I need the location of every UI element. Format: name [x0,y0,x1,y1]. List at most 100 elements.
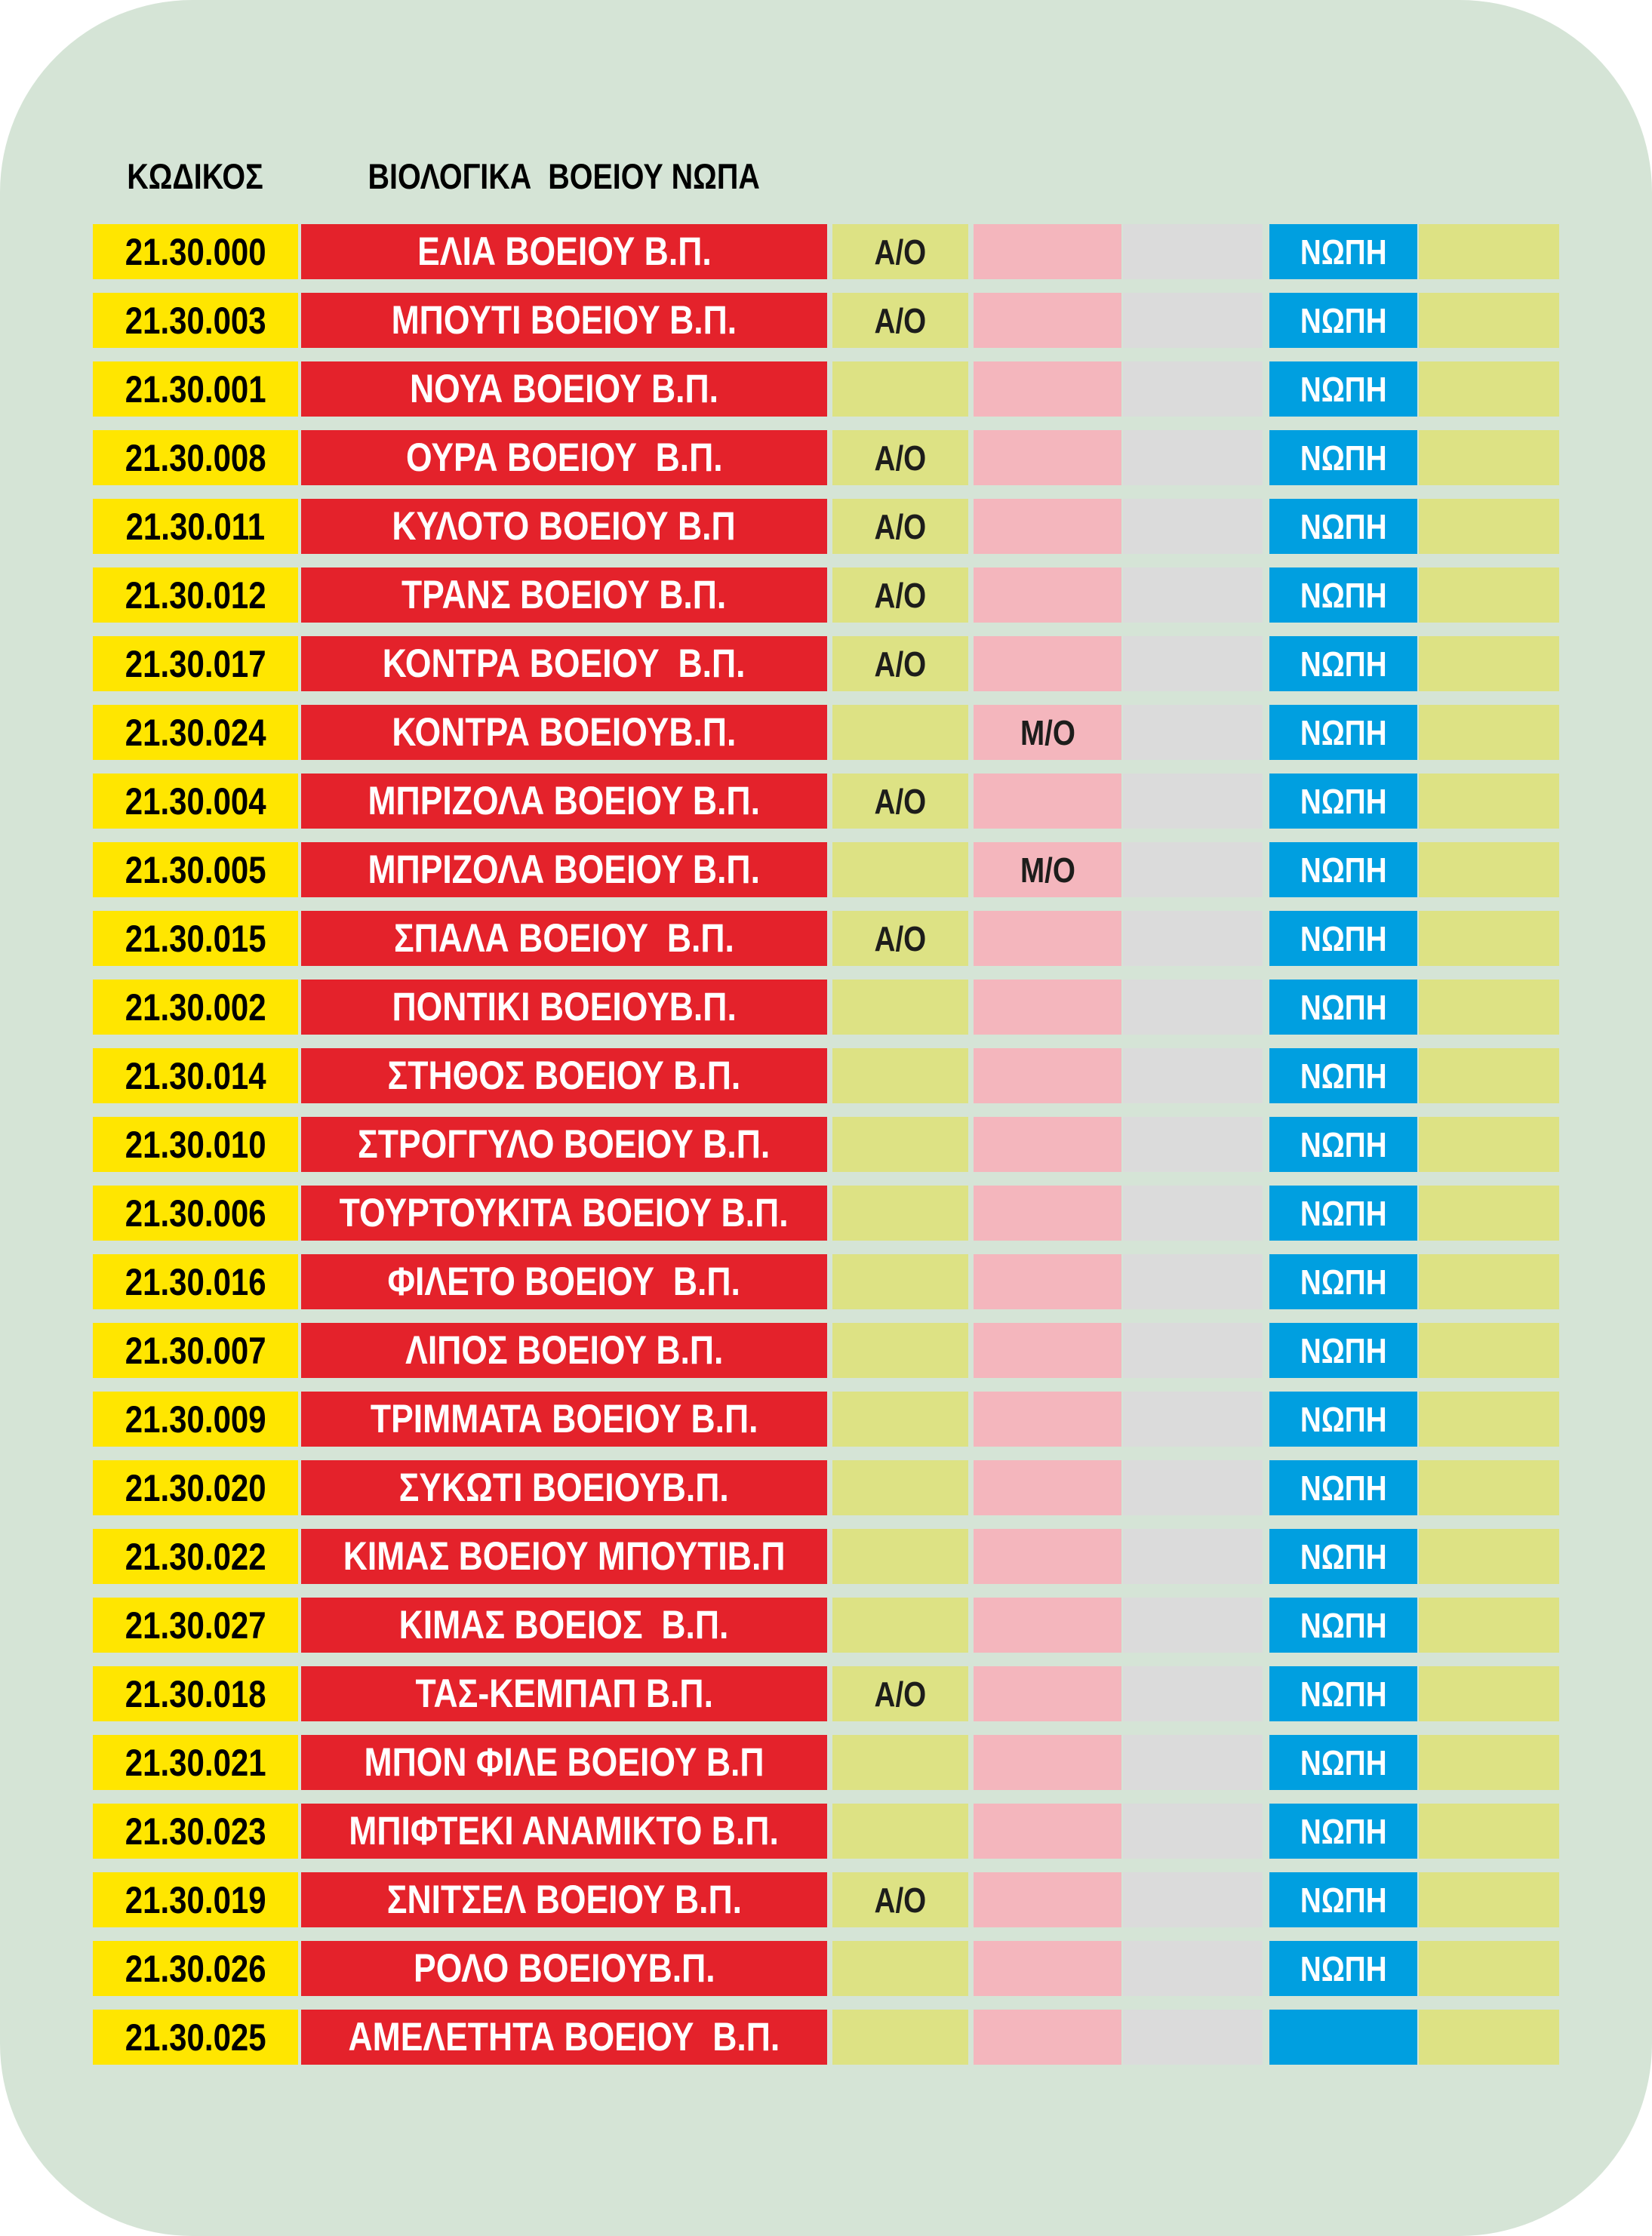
mo-marker-cell [974,499,1121,554]
fresh-status-cell: ΝΩΠΗ [1269,224,1417,279]
product-code: 21.30.000 [125,230,266,273]
fresh-status-cell: ΝΩΠΗ [1269,636,1417,691]
fresh-status-label: ΝΩΠΗ [1300,300,1387,340]
product-code: 21.30.023 [125,1810,266,1853]
empty-tail-cell [1419,1186,1559,1241]
product-name: ΦΙΛΕΤΟ ΒΟΕΙΟΥ Β.Π. [387,1259,741,1304]
table-row: 21.30.027 ΚΙΜΑΣ ΒΟΕΙΟΣ Β.Π. ΝΩΠΗ [0,1598,1652,1653]
ao-marker-cell [832,1804,968,1859]
empty-tail-cell [1419,774,1559,829]
product-name: ΟΥΡΑ ΒΟΕΙΟΥ Β.Π. [405,435,723,480]
fresh-status-cell: ΝΩΠΗ [1269,1804,1417,1859]
ao-marker: Α/Ο [874,506,927,546]
fresh-status-label: ΝΩΠΗ [1300,1674,1387,1714]
mo-marker-cell [974,911,1121,966]
fresh-status-label: ΝΩΠΗ [1300,850,1387,890]
empty-tail-cell [1419,430,1559,485]
fresh-status-label: ΝΩΠΗ [1300,1262,1387,1302]
product-code: 21.30.001 [125,368,266,411]
product-code-cell: 21.30.023 [93,1804,298,1859]
empty-tail-cell [1419,224,1559,279]
product-name-cell: ΠΟΝΤΙΚΙ ΒΟΕΙΟΥΒ.Π. [301,980,827,1035]
mo-marker-cell [974,430,1121,485]
mo-marker-cell [974,1598,1121,1653]
mo-marker-cell [974,224,1121,279]
product-code-cell: 21.30.022 [93,1529,298,1584]
product-code-cell: 21.30.009 [93,1392,298,1447]
ao-marker-cell [832,1323,968,1378]
fresh-status-cell: ΝΩΠΗ [1269,1941,1417,1996]
product-code-cell: 21.30.014 [93,1048,298,1103]
product-code: 21.30.022 [125,1535,266,1578]
product-code: 21.30.006 [125,1192,266,1235]
product-name: ΚΟΝΤΡΑ ΒΟΕΙΟΥΒ.Π. [392,710,737,755]
product-name-cell: ΜΠΙΦΤΕΚΙ ΑΝΑΜΙΚΤΟ Β.Π. [301,1804,827,1859]
empty-gray-cell [1123,636,1263,691]
fresh-status-label: ΝΩΠΗ [1300,1193,1387,1233]
product-name-cell: ΕΛΙΑ ΒΟΕΙΟΥ Β.Π. [301,224,827,279]
product-name: ΣΝΙΤΣΕΛ ΒΟΕΙΟΥ Β.Π. [386,1878,742,1922]
fresh-status-label: ΝΩΠΗ [1300,438,1387,478]
ao-marker-cell [832,1392,968,1447]
fresh-status-cell: ΝΩΠΗ [1269,842,1417,897]
empty-gray-cell [1123,293,1263,348]
fresh-status-cell: ΝΩΠΗ [1269,774,1417,829]
product-name-cell: ΟΥΡΑ ΒΟΕΙΟΥ Β.Π. [301,430,827,485]
ao-marker-cell [832,1117,968,1172]
fresh-status-cell: ΝΩΠΗ [1269,1529,1417,1584]
product-code-cell: 21.30.019 [93,1872,298,1927]
product-name: ΚΥΛΟΤΟ ΒΟΕΙΟΥ Β.Π [392,504,737,549]
product-code-cell: 21.30.011 [93,499,298,554]
empty-tail-cell [1419,636,1559,691]
product-code-cell: 21.30.010 [93,1117,298,1172]
mo-marker-cell [974,1735,1121,1790]
fresh-status-label: ΝΩΠΗ [1300,369,1387,409]
ao-marker: Α/Ο [874,232,927,272]
empty-gray-cell [1123,499,1263,554]
product-name-cell: ΣΥΚΩΤΙ ΒΟΕΙΟΥΒ.Π. [301,1460,827,1515]
mo-marker-cell [974,361,1121,417]
mo-marker-cell [974,1529,1121,1584]
product-code: 21.30.017 [125,642,266,685]
ao-marker-cell [832,1735,968,1790]
empty-gray-cell [1123,2010,1263,2065]
empty-gray-cell [1123,361,1263,417]
mo-marker-cell [974,774,1121,829]
product-name-cell: ΚΟΝΤΡΑ ΒΟΕΙΟΥ Β.Π. [301,636,827,691]
mo-marker-cell [974,567,1121,623]
code-column-header-label: ΚΩΔΙΚΟΣ [127,155,264,196]
fresh-status-cell: ΝΩΠΗ [1269,1323,1417,1378]
fresh-status-label: ΝΩΠΗ [1300,1124,1387,1164]
product-name-cell: ΜΠΟΝ ΦΙΛΕ ΒΟΕΙΟΥ Β.Π [301,1735,827,1790]
mo-marker-cell: Μ/Ο [974,705,1121,760]
ao-marker: Α/Ο [874,1880,927,1920]
fresh-status-cell: ΝΩΠΗ [1269,499,1417,554]
product-code-cell: 21.30.017 [93,636,298,691]
table-row: 21.30.021 ΜΠΟΝ ΦΙΛΕ ΒΟΕΙΟΥ Β.Π ΝΩΠΗ [0,1735,1652,1790]
product-code-cell: 21.30.026 [93,1941,298,1996]
ao-marker-cell [832,1254,968,1309]
ao-marker-cell: Α/Ο [832,911,968,966]
ao-marker-cell: Α/Ο [832,499,968,554]
product-name: ΤΡΑΝΣ ΒΟΕΙΟΥ Β.Π. [401,573,727,617]
product-code: 21.30.008 [125,436,266,479]
empty-gray-cell [1123,1804,1263,1859]
empty-tail-cell [1419,1323,1559,1378]
fresh-status-label: ΝΩΠΗ [1300,506,1387,546]
fresh-status-label: ΝΩΠΗ [1300,918,1387,958]
empty-tail-cell [1419,1598,1559,1653]
product-code: 21.30.010 [125,1123,266,1166]
table-row: 21.30.010 ΣΤΡΟΓΓΥΛΟ ΒΟΕΙΟΥ Β.Π. ΝΩΠΗ [0,1117,1652,1172]
empty-gray-cell [1123,1048,1263,1103]
fresh-status-cell: ΝΩΠΗ [1269,1048,1417,1103]
ao-marker-cell: Α/Ο [832,567,968,623]
empty-tail-cell [1419,499,1559,554]
table-row: 21.30.023 ΜΠΙΦΤΕΚΙ ΑΝΑΜΙΚΤΟ Β.Π. ΝΩΠΗ [0,1804,1652,1859]
product-name-cell: ΚΙΜΑΣ ΒΟΕΙΟΣ Β.Π. [301,1598,827,1653]
product-name: ΕΛΙΑ ΒΟΕΙΟΥ Β.Π. [417,229,712,274]
fresh-status-label: ΝΩΠΗ [1300,1948,1387,1988]
product-name-cell: ΚΥΛΟΤΟ ΒΟΕΙΟΥ Β.Π [301,499,827,554]
product-code: 21.30.009 [125,1398,266,1441]
product-code: 21.30.007 [125,1329,266,1372]
product-code-cell: 21.30.001 [93,361,298,417]
